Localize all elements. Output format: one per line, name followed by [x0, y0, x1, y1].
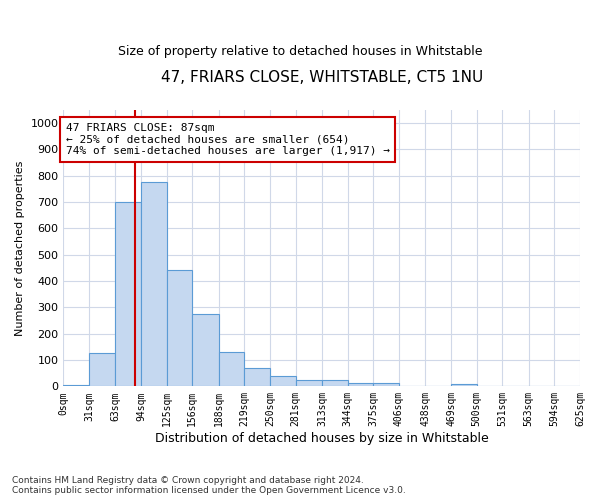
Text: Contains HM Land Registry data © Crown copyright and database right 2024.
Contai: Contains HM Land Registry data © Crown c…	[12, 476, 406, 495]
Bar	[322, 380, 348, 386]
Bar	[270, 376, 296, 386]
Bar	[141, 182, 167, 386]
Text: 47 FRIARS CLOSE: 87sqm
← 25% of detached houses are smaller (654)
74% of semi-de: 47 FRIARS CLOSE: 87sqm ← 25% of detached…	[66, 123, 390, 156]
Bar	[296, 380, 322, 386]
Bar	[451, 384, 476, 386]
Bar	[167, 270, 193, 386]
Bar	[219, 352, 244, 386]
Bar	[193, 314, 219, 386]
X-axis label: Distribution of detached houses by size in Whitstable: Distribution of detached houses by size …	[155, 432, 488, 445]
Text: Size of property relative to detached houses in Whitstable: Size of property relative to detached ho…	[118, 45, 482, 58]
Bar	[64, 385, 89, 386]
Bar	[244, 368, 270, 386]
Bar	[348, 383, 373, 386]
Bar	[115, 202, 141, 386]
Title: 47, FRIARS CLOSE, WHITSTABLE, CT5 1NU: 47, FRIARS CLOSE, WHITSTABLE, CT5 1NU	[161, 70, 483, 85]
Y-axis label: Number of detached properties: Number of detached properties	[15, 160, 25, 336]
Bar	[89, 354, 115, 386]
Bar	[373, 383, 399, 386]
